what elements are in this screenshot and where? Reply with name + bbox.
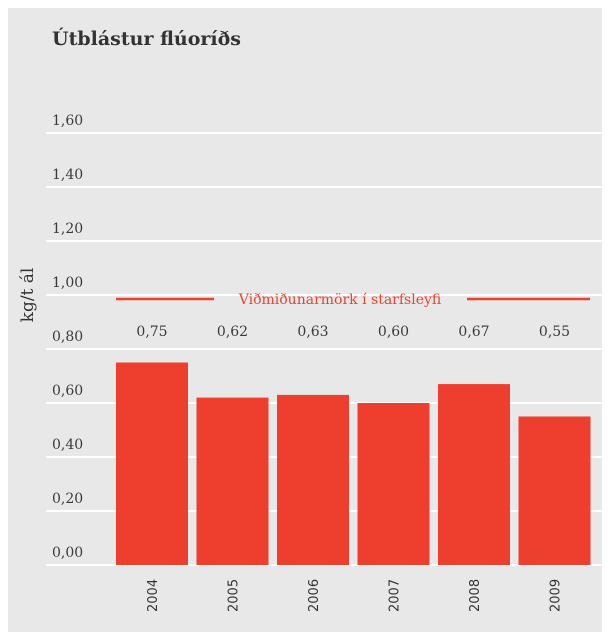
x-category-label: 2004 <box>146 579 161 612</box>
y-tick-label: 0,40 <box>52 437 83 453</box>
y-tick-label: 0,60 <box>52 383 83 399</box>
y-tick-label: 1,00 <box>52 275 83 291</box>
y-tick-label: 0,00 <box>52 545 83 561</box>
bar <box>518 416 591 565</box>
y-tick-label: 1,60 <box>52 113 83 129</box>
bar <box>277 394 349 565</box>
x-category-label: 2005 <box>227 579 242 612</box>
bar-value-label: 0,60 <box>378 324 409 340</box>
y-axis-label: kg/t ál <box>18 268 38 323</box>
x-category-label: 2009 <box>549 579 564 612</box>
y-tick-label: 0,80 <box>52 329 83 345</box>
reference-line-label: Viðmiðunarmörk í starfsleyfi <box>238 292 442 308</box>
y-tick-label: 0,20 <box>52 491 83 507</box>
bar-value-label: 0,67 <box>458 324 489 340</box>
y-tick-label: 1,40 <box>52 167 83 183</box>
x-category-label: 2008 <box>468 579 483 612</box>
x-category-label: 2006 <box>307 579 322 612</box>
bar <box>116 362 188 565</box>
bar-value-label: 0,55 <box>539 324 570 340</box>
bar-value-label: 0,75 <box>136 324 167 340</box>
bar-value-label: 0,62 <box>217 324 248 340</box>
bar-value-label: 0,63 <box>297 324 328 340</box>
x-category-label: 2007 <box>388 579 403 612</box>
bar <box>357 403 430 565</box>
chart-title: Útblástur flúoríðs <box>52 28 241 50</box>
bar <box>196 397 269 565</box>
y-tick-label: 1,20 <box>52 221 83 237</box>
bar <box>438 384 510 565</box>
